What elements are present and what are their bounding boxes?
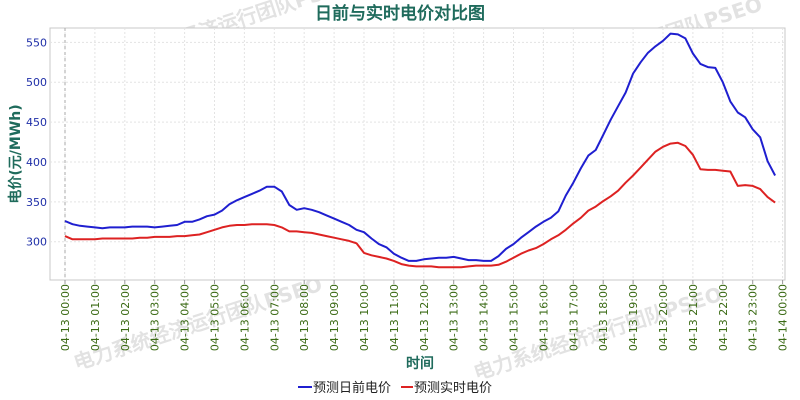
y-tick-label: 300	[26, 236, 47, 249]
x-tick-label: 04-13 15:00	[508, 284, 521, 351]
x-tick-label: 04-14 00:00	[777, 284, 790, 351]
legend-label-dayahead: 预测日前电价	[313, 380, 391, 396]
x-tick-label: 04-13 17:00	[567, 284, 580, 351]
x-tick-label: 04-13 05:00	[209, 284, 222, 351]
x-tick-label: 04-13 03:00	[149, 284, 162, 351]
y-axis-ticks: 300 350 400 450 500 550	[26, 36, 47, 248]
y-axis-title: 电价(元/MWh)	[7, 104, 24, 203]
x-tick-label: 04-13 07:00	[268, 284, 281, 351]
x-axis-title: 时间	[406, 355, 434, 372]
x-tick-label: 04-13 02:00	[119, 284, 132, 351]
legend-label-realtime: 预测实时电价	[414, 381, 492, 396]
x-tick-label: 04-13 06:00	[238, 284, 251, 351]
legend: 预测日前电价 预测实时电价	[298, 380, 492, 396]
x-tick-label: 04-13 00:00	[59, 284, 72, 351]
x-tick-label: 04-13 10:00	[358, 284, 371, 351]
y-tick-label: 450	[26, 116, 47, 129]
x-tick-label: 04-13 08:00	[298, 284, 311, 351]
x-tick-label: 04-13 04:00	[179, 284, 192, 351]
y-tick-label: 350	[26, 196, 47, 209]
x-tick-label: 04-13 11:00	[388, 284, 401, 351]
x-tick-label: 04-13 12:00	[418, 284, 431, 351]
x-tick-label: 04-13 22:00	[717, 284, 730, 351]
watermark-text: 电力系统经济运行团队PSEO	[71, 272, 325, 375]
chart-title: 日前与实时电价对比图	[315, 3, 485, 24]
series-line-realtime	[64, 141, 776, 269]
y-tick-label: 500	[26, 76, 47, 89]
series-lines	[64, 32, 776, 269]
series-line-dayahead	[64, 32, 776, 262]
x-tick-label: 04-13 20:00	[657, 284, 670, 351]
x-tick-label: 04-13 01:00	[89, 284, 102, 351]
x-tick-label: 04-13 21:00	[687, 284, 700, 351]
x-tick-label: 04-13 13:00	[448, 284, 461, 351]
x-tick-label: 04-13 18:00	[597, 284, 610, 351]
x-tick-label: 04-13 19:00	[627, 284, 640, 351]
x-tick-label: 04-13 16:00	[537, 284, 550, 351]
x-tick-label: 04-13 14:00	[478, 284, 491, 351]
x-tick-label: 04-13 09:00	[328, 284, 341, 351]
x-tick-label: 04-13 23:00	[747, 284, 760, 351]
x-axis-ticks: 04-13 00:00 04-13 01:00 04-13 02:00 04-13 0…	[59, 280, 790, 351]
y-tick-label: 550	[26, 36, 47, 49]
y-tick-label: 400	[26, 156, 47, 169]
